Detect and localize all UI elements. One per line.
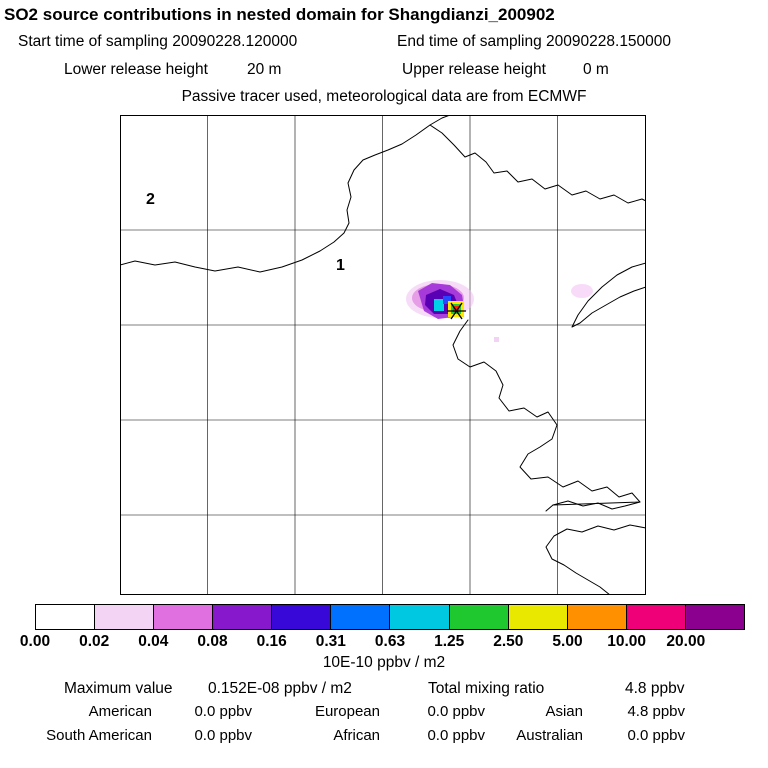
page-title: SO2 source contributions in nested domai… xyxy=(4,5,555,24)
colorbar-tick-label: 0.02 xyxy=(79,633,110,650)
colorbar-tick-label: 0.00 xyxy=(19,633,51,650)
colorbar-tick-label: 1.25 xyxy=(434,633,465,650)
coastline-shandong-north xyxy=(545,500,641,512)
lower-release-value: 20 m xyxy=(247,61,282,78)
region-value: 4.8 ppbv xyxy=(627,703,685,720)
colorbar-segment-2 xyxy=(154,605,214,629)
colorbar-tick-label: 0.04 xyxy=(138,633,169,650)
upper-release-label: Upper release height xyxy=(402,61,546,78)
region-name: Australian xyxy=(516,727,583,744)
maximum-value: 0.152E-08 ppbv / m2 xyxy=(208,680,352,697)
region-name: European xyxy=(314,703,380,720)
start-time-text: Start time of sampling 20090228.120000 xyxy=(18,33,298,50)
colorbar-segment-8 xyxy=(508,605,568,629)
domain-label-1: 1 xyxy=(336,257,345,274)
map-svg: 2 1 xyxy=(119,114,647,596)
end-time-text: End time of sampling 20090228.150000 xyxy=(397,33,672,50)
total-mixing-ratio-value: 4.8 ppbv xyxy=(625,680,685,697)
region-name: American xyxy=(88,703,152,720)
coastline-liaodong-peninsula xyxy=(571,262,647,328)
region-name: Asian xyxy=(545,703,583,720)
region-name: South American xyxy=(46,727,152,744)
region-value: 0.0 ppbv xyxy=(194,703,252,720)
colorbar-tick-label: 5.00 xyxy=(552,633,583,650)
colorbar-segment-11 xyxy=(685,605,744,629)
region-value: 0.0 ppbv xyxy=(194,727,252,744)
coastline-border-northeast xyxy=(429,124,647,204)
coastline-shandong-south xyxy=(545,524,647,596)
region-value: 0.0 ppbv xyxy=(427,727,485,744)
region-value: 0.0 ppbv xyxy=(427,703,485,720)
colorbar-segment-3 xyxy=(213,605,273,629)
colorbar-tick-label: 0.31 xyxy=(315,633,346,650)
map-panel: 2 1 xyxy=(119,114,647,596)
coastline-border-west xyxy=(119,114,451,273)
maximum-value-label: Maximum value xyxy=(64,680,173,697)
colorbar-segment-6 xyxy=(390,605,450,629)
plume xyxy=(406,280,593,342)
total-mixing-ratio-label: Total mixing ratio xyxy=(428,680,545,697)
colorbar-tick-label: 2.50 xyxy=(493,633,524,650)
map-frame xyxy=(120,115,646,595)
colorbar xyxy=(35,604,745,630)
colorbar-unit-label: 10E-10 ppbv / m2 xyxy=(322,654,446,671)
colorbar-tick-label: 0.16 xyxy=(256,633,287,650)
colorbar-tick-label: 0.08 xyxy=(197,633,228,650)
colorbar-segment-7 xyxy=(449,605,509,629)
lower-release-label: Lower release height xyxy=(64,61,208,78)
colorbar-tick-label: 0.63 xyxy=(374,633,406,650)
coastline-bohai xyxy=(452,319,641,506)
domain-label-2: 2 xyxy=(146,191,155,208)
colorbar-segment-4 xyxy=(272,605,332,629)
colorbar-tick-label: 10.00 xyxy=(607,633,647,650)
colorbar-segment-0 xyxy=(36,605,96,629)
colorbar-ticks: 0.00 0.02 0.04 0.08 0.16 0.31 0.63 1.25 2.50 5.00… xyxy=(20,633,745,653)
colorbar-tick-label: 20.00 xyxy=(666,633,706,650)
colorbar-segment-1 xyxy=(95,605,155,629)
region-grid: American 0.0 ppbv European 0.0 ppbv Asian 4.8… xyxy=(0,703,768,744)
tracer-note: Passive tracer used, meteorological data… xyxy=(181,88,587,105)
colorbar-segment-10 xyxy=(626,605,686,629)
upper-release-value: 0 m xyxy=(583,61,609,78)
receptor-marker-icon xyxy=(447,302,466,320)
region-value: 0.0 ppbv xyxy=(627,727,685,744)
region-name: African xyxy=(333,727,380,744)
grid-lines xyxy=(120,115,646,595)
colorbar-segment-5 xyxy=(331,605,391,629)
colorbar-segment-9 xyxy=(567,605,627,629)
